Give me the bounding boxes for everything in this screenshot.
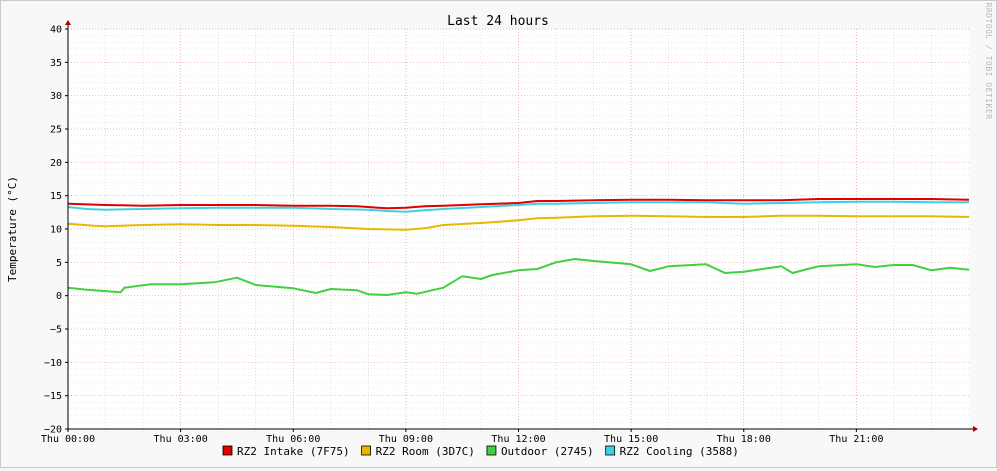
x-tick-label: Thu 09:00 [379, 434, 433, 445]
legend-label-0: RZ2 Intake (7F75) [237, 445, 350, 458]
series-line-2 [67, 258, 970, 296]
y-tick-label: 35 [50, 58, 62, 69]
legend-label-3: RZ2 Cooling (3588) [620, 445, 739, 458]
grid [67, 28, 969, 430]
x-tick-labels: Thu 00:00 Thu 03:00 Thu 06:00 Thu 09:00 Thu … [41, 434, 884, 445]
y-tick-label: 30 [50, 91, 62, 102]
y-tick-label: −15 [44, 391, 62, 402]
series-lines [67, 198, 970, 296]
series-line-1 [67, 214, 970, 231]
legend-label-1: RZ2 Room (3D7C) [376, 445, 475, 458]
series-line-3 [67, 200, 969, 213]
legend-label-2: Outdoor (2745) [501, 445, 594, 458]
series-line-0 [67, 198, 970, 210]
y-axis-arrow [65, 20, 71, 25]
y-tick-label: 0 [56, 291, 62, 302]
y-tick-label: 40 [50, 25, 62, 36]
x-tick-label: Thu 03:00 [154, 434, 208, 445]
y-tick-label: 20 [50, 158, 62, 169]
x-tick-label: Thu 15:00 [604, 434, 658, 445]
axes [65, 20, 978, 432]
y-tick-label: 25 [50, 125, 62, 136]
legend-swatch-1 [361, 445, 371, 456]
x-tick-label: Thu 00:00 [41, 434, 95, 445]
y-tick-label: −20 [44, 425, 62, 436]
y-tick-labels: 40 35 30 25 20 15 10 5 0 −5 −10 −15 −20 [44, 25, 62, 436]
watermark: RRDTOOL / TOBI OETIKER [984, 3, 993, 120]
legend-swatch-3 [605, 445, 616, 456]
y-tick-label: 5 [56, 258, 62, 269]
y-tick-label: 15 [50, 191, 62, 202]
y-axis-label: Temperature (°C) [6, 176, 19, 282]
x-tick-label: Thu 06:00 [266, 434, 320, 445]
legend-swatch-0 [222, 445, 233, 456]
chart-title: Last 24 hours [447, 14, 549, 29]
legend-swatch-2 [486, 445, 497, 456]
legend: RZ2 Intake (7F75) RZ2 Room (3D7C) Outdoor … [222, 445, 739, 458]
x-tick-label: Thu 21:00 [829, 434, 883, 445]
y-tick-label: 10 [50, 225, 62, 236]
x-tick-label: Thu 18:00 [717, 434, 771, 445]
x-axis-arrow [973, 426, 978, 432]
y-tick-label: −10 [44, 358, 62, 369]
y-tick-label: −5 [50, 325, 62, 336]
x-tick-label: Thu 12:00 [491, 434, 545, 445]
